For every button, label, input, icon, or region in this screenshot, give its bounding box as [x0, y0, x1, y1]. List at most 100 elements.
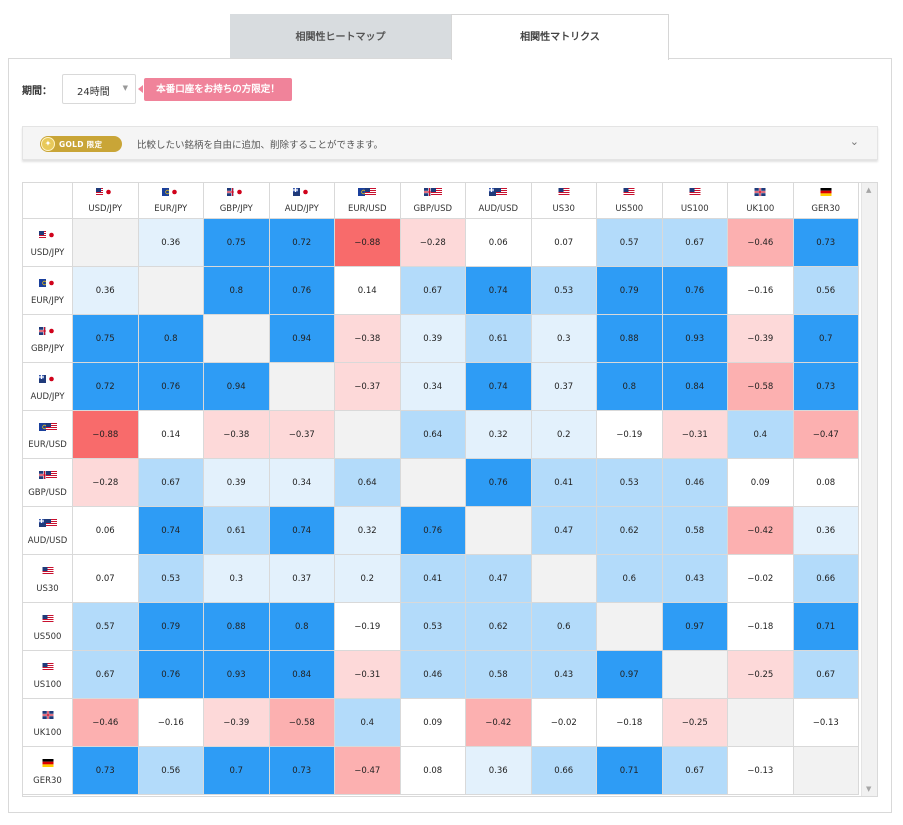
correlation-cell[interactable]: 0.97: [597, 651, 663, 699]
correlation-cell[interactable]: −0.37: [335, 363, 401, 411]
correlation-cell[interactable]: 0.64: [400, 411, 466, 459]
correlation-cell[interactable]: 0.37: [269, 555, 335, 603]
correlation-cell[interactable]: −0.25: [728, 651, 794, 699]
correlation-cell[interactable]: 0.36: [138, 219, 204, 267]
correlation-cell[interactable]: 0.6: [531, 603, 597, 651]
correlation-cell[interactable]: 0.74: [466, 363, 532, 411]
correlation-cell[interactable]: 0.47: [531, 507, 597, 555]
correlation-cell[interactable]: 0.07: [73, 555, 139, 603]
scroll-down-icon[interactable]: ▼: [866, 785, 872, 793]
period-select[interactable]: 24時間 ▼: [62, 74, 136, 104]
correlation-cell[interactable]: −0.19: [597, 411, 663, 459]
correlation-cell[interactable]: 0.46: [400, 651, 466, 699]
correlation-cell[interactable]: −0.18: [597, 699, 663, 747]
correlation-cell[interactable]: 0.7: [793, 315, 859, 363]
correlation-cell[interactable]: 0.71: [793, 603, 859, 651]
correlation-cell[interactable]: −0.47: [793, 411, 859, 459]
correlation-cell[interactable]: 0.66: [531, 747, 597, 795]
correlation-cell[interactable]: 0.75: [204, 219, 270, 267]
correlation-cell[interactable]: 0.36: [466, 747, 532, 795]
correlation-cell[interactable]: 0.58: [662, 507, 728, 555]
correlation-cell[interactable]: 0.67: [400, 267, 466, 315]
correlation-cell[interactable]: 0.7: [204, 747, 270, 795]
correlation-cell[interactable]: 0.84: [662, 363, 728, 411]
correlation-cell[interactable]: 0.62: [597, 507, 663, 555]
correlation-cell[interactable]: 0.46: [662, 459, 728, 507]
correlation-cell[interactable]: 0.8: [597, 363, 663, 411]
correlation-cell[interactable]: 0.39: [400, 315, 466, 363]
gold-feature-bar[interactable]: ✦ GOLD 限定 比較したい銘柄を自由に追加、削除することができます。 ⌄: [22, 126, 878, 160]
correlation-cell[interactable]: −0.46: [73, 699, 139, 747]
correlation-cell[interactable]: 0.53: [400, 603, 466, 651]
correlation-cell[interactable]: 0.43: [531, 651, 597, 699]
correlation-cell[interactable]: −0.38: [204, 411, 270, 459]
correlation-cell[interactable]: 0.08: [793, 459, 859, 507]
correlation-cell[interactable]: 0.32: [335, 507, 401, 555]
matrix-scrollbar[interactable]: ▲ ▼: [861, 183, 877, 796]
correlation-cell[interactable]: 0.37: [531, 363, 597, 411]
correlation-cell[interactable]: 0.36: [793, 507, 859, 555]
correlation-cell[interactable]: 0.74: [466, 267, 532, 315]
correlation-cell[interactable]: 0.07: [531, 219, 597, 267]
correlation-cell[interactable]: 0.39: [204, 459, 270, 507]
correlation-cell[interactable]: 0.72: [73, 363, 139, 411]
correlation-cell[interactable]: −0.39: [204, 699, 270, 747]
correlation-cell[interactable]: 0.74: [138, 507, 204, 555]
correlation-cell[interactable]: 0.8: [138, 315, 204, 363]
correlation-cell[interactable]: 0.53: [597, 459, 663, 507]
correlation-cell[interactable]: 0.93: [204, 651, 270, 699]
correlation-cell[interactable]: 0.06: [466, 219, 532, 267]
correlation-cell[interactable]: 0.76: [138, 363, 204, 411]
correlation-cell[interactable]: −0.42: [466, 699, 532, 747]
correlation-cell[interactable]: 0.67: [793, 651, 859, 699]
correlation-cell[interactable]: 0.76: [662, 267, 728, 315]
tab-matrix[interactable]: 相関性マトリクス: [451, 14, 669, 60]
correlation-cell[interactable]: 0.84: [269, 651, 335, 699]
correlation-cell[interactable]: −0.13: [728, 747, 794, 795]
correlation-cell[interactable]: −0.25: [662, 699, 728, 747]
correlation-cell[interactable]: −0.39: [728, 315, 794, 363]
correlation-cell[interactable]: 0.34: [400, 363, 466, 411]
correlation-cell[interactable]: 0.61: [466, 315, 532, 363]
correlation-cell[interactable]: 0.41: [531, 459, 597, 507]
correlation-cell[interactable]: −0.88: [73, 411, 139, 459]
correlation-cell[interactable]: 0.93: [662, 315, 728, 363]
correlation-cell[interactable]: 0.2: [335, 555, 401, 603]
correlation-cell[interactable]: 0.57: [73, 603, 139, 651]
correlation-cell[interactable]: 0.88: [204, 603, 270, 651]
correlation-cell[interactable]: −0.38: [335, 315, 401, 363]
correlation-cell[interactable]: −0.88: [335, 219, 401, 267]
correlation-cell[interactable]: −0.16: [138, 699, 204, 747]
correlation-cell[interactable]: 0.75: [73, 315, 139, 363]
correlation-cell[interactable]: 0.47: [466, 555, 532, 603]
correlation-cell[interactable]: 0.94: [204, 363, 270, 411]
correlation-cell[interactable]: 0.41: [400, 555, 466, 603]
correlation-cell[interactable]: 0.53: [138, 555, 204, 603]
correlation-cell[interactable]: 0.57: [597, 219, 663, 267]
correlation-cell[interactable]: 0.71: [597, 747, 663, 795]
correlation-cell[interactable]: 0.58: [466, 651, 532, 699]
correlation-cell[interactable]: 0.14: [335, 267, 401, 315]
correlation-cell[interactable]: 0.79: [138, 603, 204, 651]
correlation-cell[interactable]: 0.61: [204, 507, 270, 555]
scroll-up-icon[interactable]: ▲: [866, 186, 872, 194]
correlation-cell[interactable]: 0.76: [269, 267, 335, 315]
correlation-cell[interactable]: 0.88: [597, 315, 663, 363]
correlation-cell[interactable]: 0.79: [597, 267, 663, 315]
correlation-cell[interactable]: 0.14: [138, 411, 204, 459]
correlation-cell[interactable]: 0.94: [269, 315, 335, 363]
correlation-cell[interactable]: −0.16: [728, 267, 794, 315]
correlation-cell[interactable]: 0.67: [73, 651, 139, 699]
correlation-cell[interactable]: −0.47: [335, 747, 401, 795]
correlation-cell[interactable]: 0.36: [73, 267, 139, 315]
correlation-cell[interactable]: 0.73: [793, 363, 859, 411]
correlation-cell[interactable]: −0.02: [728, 555, 794, 603]
correlation-cell[interactable]: 0.67: [662, 219, 728, 267]
correlation-cell[interactable]: −0.28: [400, 219, 466, 267]
correlation-cell[interactable]: −0.19: [335, 603, 401, 651]
correlation-cell[interactable]: 0.62: [466, 603, 532, 651]
correlation-cell[interactable]: 0.72: [269, 219, 335, 267]
correlation-cell[interactable]: −0.37: [269, 411, 335, 459]
correlation-cell[interactable]: 0.64: [335, 459, 401, 507]
correlation-cell[interactable]: 0.76: [400, 507, 466, 555]
